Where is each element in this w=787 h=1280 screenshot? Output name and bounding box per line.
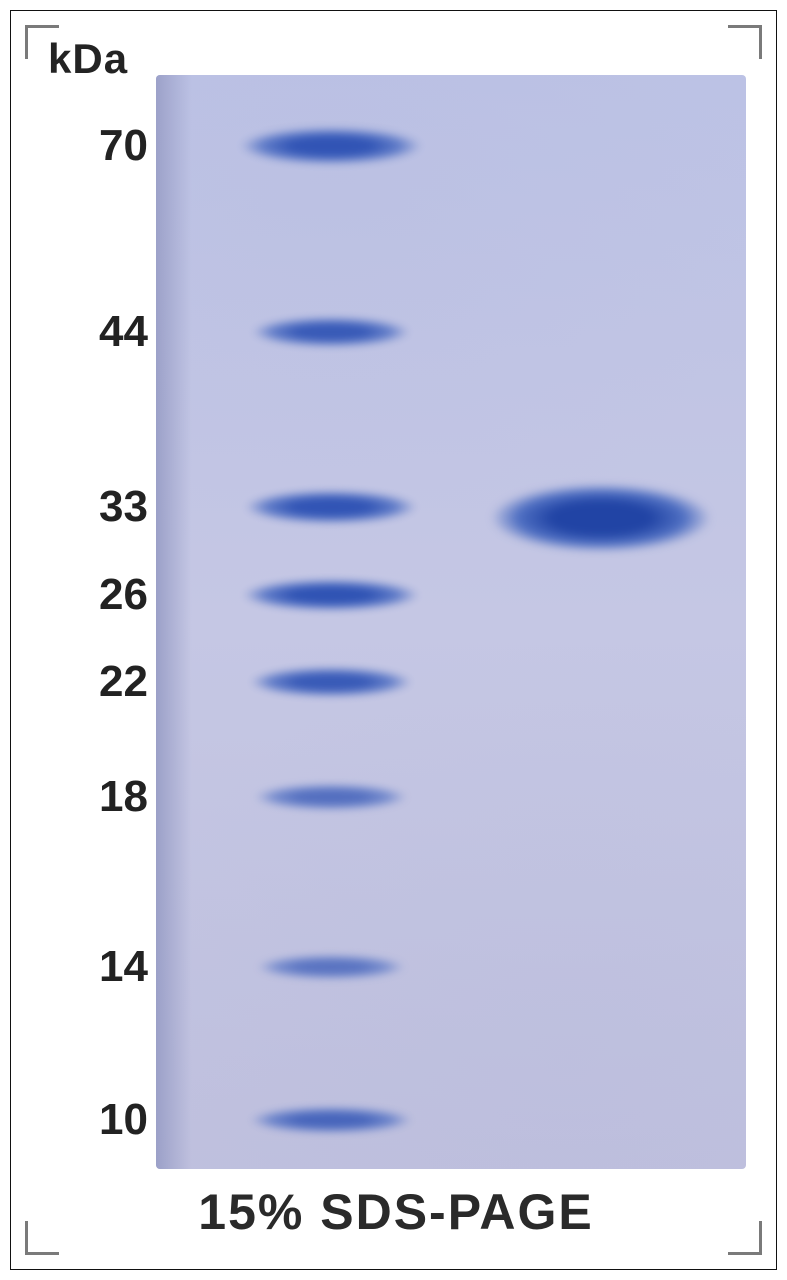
- ladder-lane: [216, 75, 446, 1169]
- gel-panel: [156, 75, 746, 1169]
- ladder-label-44: 44: [99, 310, 148, 354]
- ladder-band-26: [239, 577, 424, 613]
- ladder-band-10: [246, 1105, 416, 1135]
- ladder-label-14: 14: [99, 945, 148, 989]
- ladder-label-22: 22: [99, 660, 148, 704]
- ladder-band-33: [241, 488, 421, 526]
- gel-caption: 15% SDS-PAGE: [46, 1183, 746, 1241]
- figure-frame: kDa 7044332622181410 15% SDS-PAGE: [10, 10, 777, 1270]
- sample-band-0: [486, 479, 716, 557]
- ladder-label-10: 10: [99, 1098, 148, 1142]
- ladder-label-26: 26: [99, 573, 148, 617]
- sample-lane: [486, 75, 716, 1169]
- ladder-label-70: 70: [99, 124, 148, 168]
- ladder-labels-column: 70 44 33 26 22 18 14 10: [46, 75, 156, 1169]
- ladder-label-18: 18: [99, 775, 148, 819]
- ladder-band-14: [254, 953, 409, 981]
- ladder-band-22: [246, 665, 416, 699]
- ladder-band-44: [249, 315, 414, 349]
- gel-stage: kDa 7044332622181410 15% SDS-PAGE: [46, 39, 746, 1239]
- ladder-band-70: [236, 125, 426, 167]
- ladder-band-18: [251, 782, 411, 812]
- ladder-label-33: 33: [99, 485, 148, 529]
